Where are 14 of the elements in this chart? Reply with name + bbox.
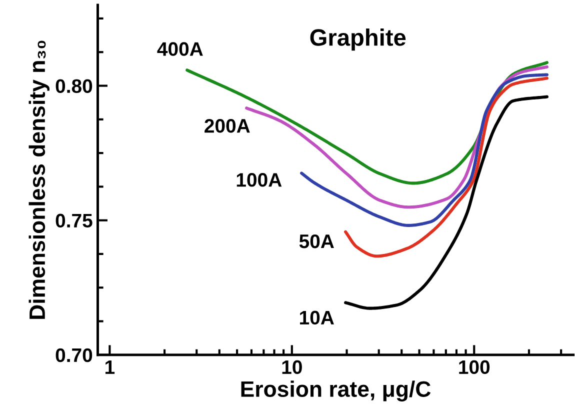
- series-label: 400A: [157, 42, 203, 56]
- y-tick-label: 0.80: [56, 79, 92, 93]
- y-tick-label: 0.70: [56, 348, 92, 362]
- series-label: 10A: [300, 310, 334, 325]
- series-label: 50A: [299, 234, 334, 248]
- x-tick-label: 10: [282, 360, 302, 374]
- x-tick-label: 1: [106, 360, 115, 374]
- series-label: 100A: [236, 173, 282, 187]
- y-axis-title: Dimensionless density n₃₀: [28, 40, 50, 319]
- y-tick-label: 0.75: [56, 214, 92, 228]
- series-label: 200A: [204, 118, 250, 133]
- x-tick-label: 100: [459, 360, 490, 374]
- text: Graphite: [310, 28, 406, 51]
- x-axis-title: Erosion rate, μg/C: [241, 380, 431, 402]
